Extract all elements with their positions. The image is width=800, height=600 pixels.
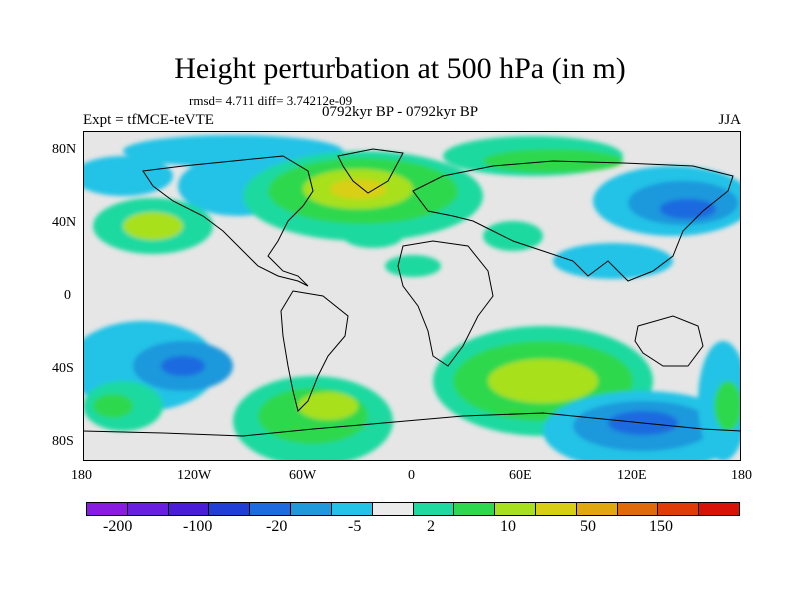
lat-label-0: 0 (64, 288, 71, 303)
stats-text: rmsd= 4.711 diff= 3.74212e-09 (189, 93, 353, 108)
colorbar-swatch (168, 503, 210, 515)
colorbar-label: -5 (348, 518, 362, 535)
asia-patch (483, 221, 543, 251)
antarctica-coast (83, 412, 741, 437)
nw-negative (83, 156, 173, 196)
australia-coast (634, 315, 704, 367)
map-canvas (83, 131, 741, 461)
lon-label-180w: 180 (71, 468, 92, 483)
colorbar-label: 2 (427, 518, 435, 535)
colorbar-swatch (413, 503, 455, 515)
eurasia-coast (412, 160, 734, 282)
colorbar-swatch (250, 503, 292, 515)
colorbar-swatch (331, 503, 373, 515)
period-label: 0792kyr BP - 0792kyr BP (322, 104, 479, 120)
colorbar-swatch (291, 503, 332, 515)
lat-label-40n: 40N (52, 215, 77, 230)
india-negative (553, 243, 673, 279)
spac-far-west-positive-core (93, 394, 133, 418)
lon-label-0: 0 (408, 468, 415, 483)
colorbar-label: 50 (580, 518, 596, 535)
lon-label-120w: 120W (177, 468, 212, 483)
north-america-coast (142, 155, 314, 287)
spac-dateline-positive (714, 381, 741, 431)
colorbar-swatch (699, 503, 739, 515)
lon-label-180e: 180 (731, 468, 752, 483)
colorbar-swatch (535, 503, 577, 515)
season-label: JJA (718, 112, 741, 128)
npac-positive-core (123, 212, 183, 240)
colorbar-label: -100 (183, 518, 213, 535)
colorbar-label: -20 (266, 518, 288, 535)
lat-label-80s: 80S (52, 434, 74, 449)
south-america-coast (280, 290, 349, 412)
natl-positive-max (330, 179, 386, 199)
lat-label-80n: 80N (52, 142, 77, 157)
field-shading (83, 135, 741, 461)
greenland-coast (337, 148, 404, 194)
lon-label-60e: 60E (509, 468, 532, 483)
colorbar-swatch (617, 503, 659, 515)
experiment-label: Expt = tfMCE-teVTE (83, 112, 214, 128)
atl-patch (343, 224, 403, 248)
map-title: Height perturbation at 500 hPa (in m) (174, 52, 626, 85)
map-panel (83, 131, 741, 461)
coastlines (83, 148, 741, 437)
colorbar (86, 502, 740, 516)
spac-west-negative-strong (161, 356, 205, 376)
satl-positive-strong (298, 392, 358, 420)
lon-label-60w: 60W (289, 468, 317, 483)
lon-label-120e: 120E (617, 468, 647, 483)
colorbar-swatch (209, 503, 251, 515)
colorbar-swatch (495, 503, 536, 515)
sio-positive-strong (488, 359, 598, 403)
africa-patch (385, 255, 441, 277)
colorbar-label: -200 (103, 518, 133, 535)
colorbar-swatch (576, 503, 618, 515)
colorbar-swatch (372, 503, 414, 515)
colorbar-swatch (127, 503, 169, 515)
colorbar-label: 10 (500, 518, 516, 535)
axis-frame (83, 131, 741, 461)
colorbar-label: 150 (649, 518, 673, 535)
easia-negative-strong (660, 199, 716, 219)
colorbar-swatch (454, 503, 496, 515)
africa-coast (397, 240, 494, 367)
lat-label-40s: 40S (52, 361, 74, 376)
colorbar-swatch (87, 503, 128, 515)
colorbar-swatch (658, 503, 700, 515)
